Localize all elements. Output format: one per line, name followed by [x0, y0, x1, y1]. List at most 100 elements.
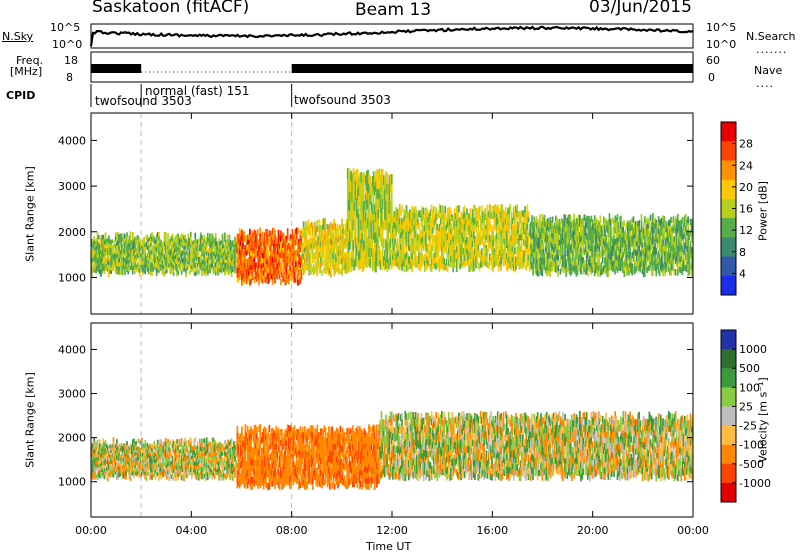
- power-cell-5: [669, 247, 671, 254]
- power-cell-0: [203, 246, 206, 251]
- power-cell-4: [491, 247, 493, 254]
- power-cell-0: [105, 257, 108, 262]
- power-cell-0: [160, 258, 162, 262]
- power-cell-1: [266, 233, 268, 240]
- power-cell-0: [151, 266, 153, 272]
- power-cell-1: [296, 260, 298, 267]
- power-cell-2: [319, 267, 322, 273]
- power-cell-0: [119, 242, 122, 247]
- power-cell-0: [192, 267, 194, 271]
- power-cell-0: [218, 246, 220, 251]
- power-cell-4: [473, 264, 475, 272]
- power-cell-4: [394, 211, 396, 218]
- power-cell-2: [315, 244, 317, 250]
- power-cell-5: [669, 219, 671, 226]
- power-cell-0: [191, 243, 193, 248]
- power-cell-0: [156, 248, 159, 253]
- power-cell-0: [133, 242, 135, 247]
- power-cell-2: [343, 265, 346, 271]
- power-cell-5: [647, 265, 650, 271]
- power-cell-0: [126, 259, 128, 265]
- power-cell-2: [328, 253, 331, 259]
- power-cell-5: [641, 257, 644, 264]
- power-cell-4: [430, 231, 433, 239]
- power-cell-0: [208, 262, 210, 267]
- power-cell-2: [333, 264, 335, 271]
- power-cell-5: [646, 256, 648, 263]
- power-cell-4: [486, 254, 489, 262]
- velocity-cell-0: [91, 460, 93, 465]
- power-cell-5: [656, 258, 659, 264]
- power-cell-0: [101, 238, 103, 243]
- power-cell-2: [318, 219, 321, 226]
- power-cell-2: [327, 235, 330, 241]
- power-cell-1: [258, 279, 260, 286]
- power-cell-4: [504, 259, 507, 266]
- power-cell-5: [674, 269, 677, 276]
- power-cell-5: [540, 258, 542, 265]
- power-cell-5: [648, 265, 651, 271]
- power-cell-4: [507, 220, 509, 228]
- power-cell-5: [672, 248, 675, 255]
- power-cell-5: [630, 256, 632, 263]
- power-cell-4: [398, 210, 401, 218]
- power-cell-5: [574, 256, 577, 263]
- power-cell-5: [642, 249, 645, 256]
- power-cell-1: [296, 227, 298, 234]
- power-cell-1: [261, 237, 264, 243]
- power-cell-0: [127, 260, 130, 265]
- power-cell-4: [499, 255, 501, 262]
- power-cell-5: [639, 235, 642, 241]
- power-cell-3: [386, 232, 389, 243]
- power-cell-5: [555, 226, 557, 234]
- velocity-cell-0: [129, 458, 132, 463]
- power-cell-5: [545, 224, 548, 231]
- power-cell-4: [417, 245, 419, 252]
- power-cell-1: [293, 239, 296, 246]
- power-cell-0: [231, 262, 234, 266]
- power-cell-2: [344, 243, 347, 249]
- power-cell-5: [628, 254, 630, 260]
- power-cell-4: [484, 213, 487, 220]
- power-cell-4: [514, 241, 516, 248]
- power-cell-0: [219, 247, 222, 252]
- velocity-cell-0: [112, 437, 115, 442]
- power-cell-4: [396, 220, 399, 227]
- power-cell-1: [265, 255, 267, 262]
- velocity-cell-0: [91, 463, 93, 469]
- power-cell-2: [310, 237, 313, 244]
- power-cell-4: [507, 244, 509, 252]
- power-cell-5: [632, 233, 635, 240]
- power-cell-4: [496, 260, 499, 268]
- power-cell-5: [573, 242, 575, 249]
- power-cell-0: [233, 243, 235, 247]
- power-cell-4: [514, 229, 516, 236]
- power-cell-5: [553, 247, 556, 253]
- power-cell-4: [509, 260, 512, 268]
- power-cell-5: [622, 231, 624, 238]
- power-cell-4: [415, 261, 418, 268]
- power-cell-4: [496, 217, 499, 224]
- power-cell-2: [322, 234, 324, 241]
- power-cell-4: [439, 242, 442, 250]
- power-cell-0: [127, 263, 130, 268]
- power-cell-4: [455, 219, 458, 227]
- power-cell-5: [665, 231, 668, 238]
- power-cell-4: [434, 213, 436, 220]
- power-cell-0: [151, 258, 153, 263]
- power-cell-1: [277, 229, 280, 236]
- power-cell-0: [118, 250, 120, 255]
- power-cell-0: [209, 245, 211, 250]
- power-cell-4: [453, 231, 456, 239]
- power-cell-1: [273, 253, 275, 260]
- power-cell-0: [167, 264, 169, 269]
- power-cell-0: [184, 234, 186, 239]
- power-cell-5: [540, 263, 542, 270]
- power-cell-2: [338, 239, 341, 245]
- power-cell-3: [357, 247, 359, 258]
- power-cell-5: [596, 251, 598, 258]
- power-cell-1: [241, 262, 243, 269]
- power-cell-5: [599, 233, 602, 241]
- velocity-cell-0: [128, 446, 131, 451]
- power-cell-4: [515, 256, 517, 264]
